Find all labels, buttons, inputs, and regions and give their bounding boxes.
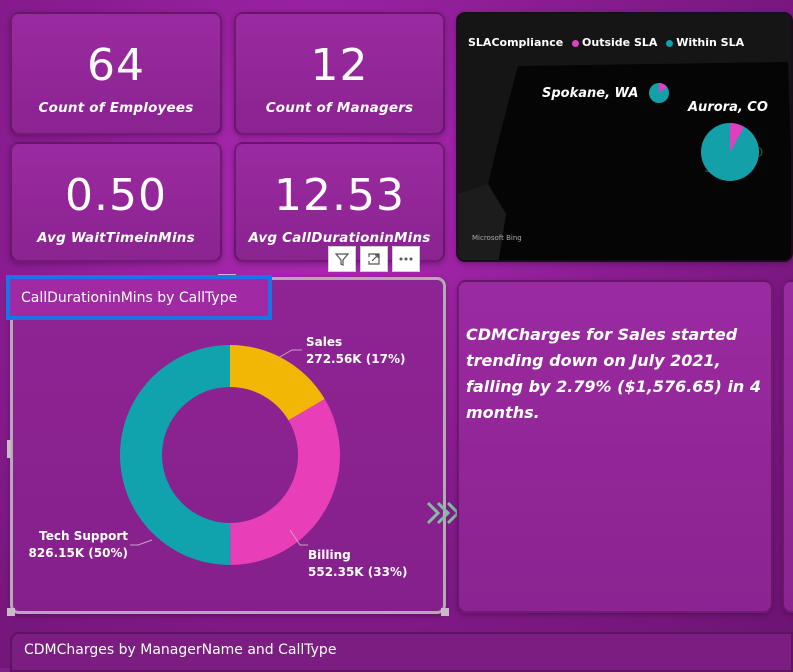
- visual-header-toolbar: [328, 246, 420, 272]
- data-label-name: Tech Support: [39, 529, 128, 543]
- narrative-text[interactable]: CDMCharges for Sales started trending do…: [466, 325, 762, 422]
- more-options-button[interactable]: [392, 246, 420, 272]
- resize-handle-bottom-right[interactable]: [441, 608, 449, 616]
- data-label-name: Sales: [306, 335, 343, 349]
- spokane-pie-marker[interactable]: [648, 82, 670, 104]
- right-edge-card: [782, 280, 793, 613]
- kpi-value: 64: [87, 40, 145, 91]
- data-label-value: 272.56K (17%): [306, 352, 406, 366]
- legend-dot-outside: [572, 39, 580, 47]
- city-label-aurora: Aurora, CO: [688, 100, 768, 115]
- filter-button[interactable]: [328, 246, 356, 272]
- resize-handle-left[interactable]: [7, 440, 11, 458]
- data-label-tech-support: Tech Support 826.15K (50%): [28, 528, 128, 562]
- legend-dot-within: [666, 39, 674, 47]
- kpi-card-employees[interactable]: 64 Count of Employees: [10, 12, 222, 135]
- chart-title: CallDurationinMins by CallType: [21, 290, 238, 306]
- focus-mode-icon: [368, 253, 380, 265]
- kpi-value: 12.53: [274, 170, 405, 221]
- legend-item-within[interactable]: Within SLA: [676, 36, 745, 49]
- more-options-icon: [399, 257, 413, 261]
- data-label-billing: Billing 552.35K (33%): [308, 547, 407, 581]
- data-label-value: 826.15K (50%): [28, 546, 128, 560]
- map-background: [458, 62, 791, 260]
- kpi-card-call-duration[interactable]: 12.53 Avg CallDurationinMins: [234, 142, 445, 262]
- data-label-name: Billing: [308, 548, 351, 562]
- kpi-value: 12: [310, 40, 369, 91]
- kpi-card-wait-time[interactable]: 0.50 Avg WaitTimeinMins: [10, 142, 222, 262]
- kpi-value: 0.50: [65, 170, 167, 221]
- kpi-label: Count of Employees: [38, 100, 194, 116]
- smart-narrative-card[interactable]: [457, 280, 773, 613]
- filter-icon: [334, 253, 350, 266]
- legend-title: SLACompliance: [468, 36, 564, 49]
- kpi-label: Count of Managers: [265, 100, 414, 116]
- city-label-spokane: Spokane, WA: [542, 86, 639, 101]
- focus-mode-button[interactable]: [360, 246, 388, 272]
- kpi-label: Avg CallDurationinMins: [248, 230, 431, 246]
- sla-map-card[interactable]: SLACompliance Outside SLA Within SLA UNI…: [456, 12, 793, 262]
- bottom-chart-card[interactable]: CDMCharges by ManagerName and CallType: [10, 632, 793, 672]
- resize-handle-bottom-left[interactable]: [7, 608, 15, 616]
- bottom-chart-title: CDMCharges by ManagerName and CallType: [24, 642, 337, 658]
- kpi-card-managers[interactable]: 12 Count of Managers: [234, 12, 445, 135]
- data-label-sales: Sales 272.56K (17%): [306, 334, 405, 368]
- aurora-pie-marker[interactable]: [700, 122, 760, 182]
- legend-item-outside[interactable]: Outside SLA: [582, 36, 658, 49]
- chart-title-highlight: CallDurationinMins by CallType: [6, 275, 272, 320]
- map-legend: SLACompliance Outside SLA Within SLA: [468, 36, 744, 49]
- bing-attribution: Microsoft Bing: [472, 234, 522, 242]
- kpi-label: Avg WaitTimeinMins: [37, 230, 195, 246]
- data-label-value: 552.35K (33%): [308, 565, 408, 579]
